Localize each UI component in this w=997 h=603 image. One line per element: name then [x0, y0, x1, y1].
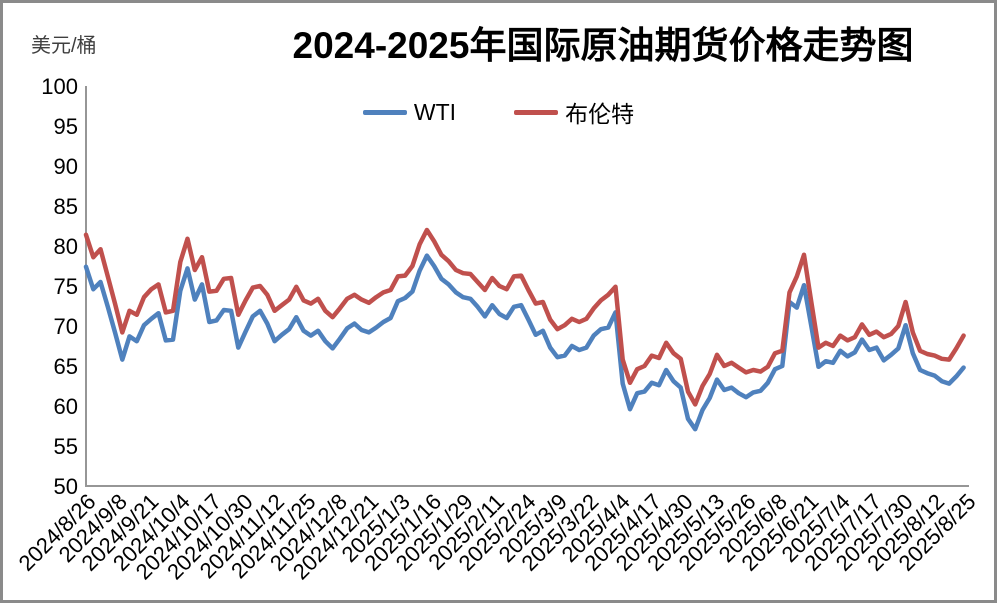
y-axis-unit-label: 美元/桶 — [31, 35, 97, 57]
y-tick-label: 80 — [54, 234, 78, 259]
brent-line-swatch-icon — [514, 109, 559, 115]
wti-series-line — [83, 253, 966, 432]
legend: WTI 布伦特 — [3, 95, 994, 129]
legend-item-brent: 布伦特 — [514, 95, 634, 129]
legend-item-wti: WTI — [362, 98, 457, 126]
y-tick-label: 70 — [54, 314, 78, 339]
y-tick-label: 60 — [54, 394, 78, 419]
wti-line-swatch-icon — [362, 109, 407, 115]
plot-area: 505560657075808590951002024/8/262024/9/8… — [14, 74, 981, 584]
y-tick-label: 95 — [54, 114, 78, 139]
legend-label-brent: 布伦特 — [565, 101, 635, 127]
y-tick-label: 75 — [54, 274, 78, 299]
y-tick-label: 65 — [54, 354, 78, 379]
y-tick-label: 90 — [54, 154, 78, 179]
y-tick-label: 85 — [54, 194, 78, 219]
y-tick-label: 50 — [54, 474, 78, 499]
y-tick-label: 55 — [54, 434, 78, 459]
y-tick-label: 100 — [41, 74, 78, 99]
chart-title: 2024-2025年国际原油期货价格走势图 — [292, 25, 914, 66]
legend-label-wti: WTI — [413, 98, 457, 125]
brent-series-line — [83, 227, 966, 407]
